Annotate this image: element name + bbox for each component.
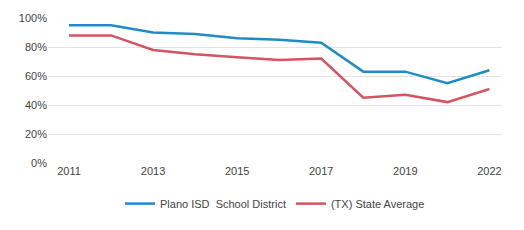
- svg-text:100%: 100%: [19, 12, 47, 24]
- svg-text:2019: 2019: [393, 165, 417, 177]
- svg-text:2015: 2015: [225, 165, 249, 177]
- svg-text:(TX) State Average: (TX) State Average: [331, 198, 424, 210]
- svg-text:2013: 2013: [141, 165, 165, 177]
- svg-text:Plano ISD School District: Plano ISD School District: [160, 198, 286, 210]
- svg-text:2017: 2017: [309, 165, 333, 177]
- svg-text:40%: 40%: [25, 99, 47, 111]
- svg-text:20%: 20%: [25, 128, 47, 140]
- svg-text:60%: 60%: [25, 70, 47, 82]
- svg-text:2011: 2011: [57, 165, 81, 177]
- svg-text:2022: 2022: [477, 165, 501, 177]
- svg-text:80%: 80%: [25, 41, 47, 53]
- svg-text:0%: 0%: [31, 157, 47, 169]
